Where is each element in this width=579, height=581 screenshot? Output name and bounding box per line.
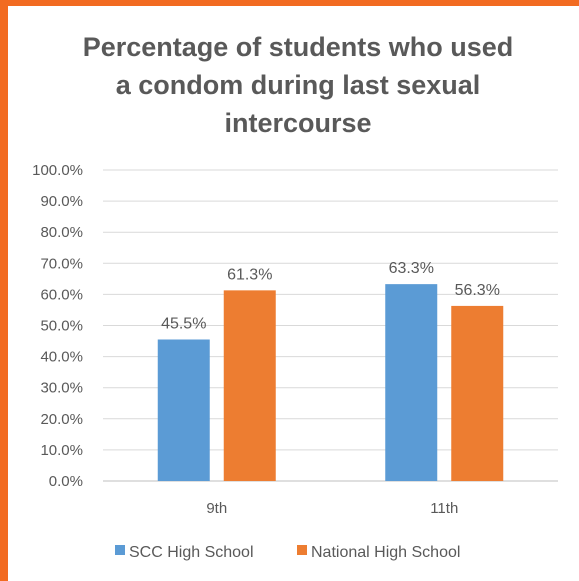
y-tick-label: 70.0% <box>40 255 83 272</box>
legend: SCC High School National High School <box>115 544 460 561</box>
x-tick-label: 9th <box>206 500 227 517</box>
y-tick-label: 60.0% <box>40 286 83 303</box>
bar-11th-scc <box>385 284 438 481</box>
y-tick-label: 30.0% <box>40 380 83 397</box>
bar-11th-national <box>451 305 504 481</box>
data-labels: 45.5% 61.3% 63.3% 56.3% <box>161 260 500 332</box>
data-label: 61.3% <box>227 266 272 283</box>
legend-label-scc: SCC High School <box>129 544 254 561</box>
x-axis-tick-labels: 9th 11th <box>206 500 458 517</box>
y-tick-label: 20.0% <box>40 411 83 428</box>
data-label: 45.5% <box>161 315 206 332</box>
chart-title-line-2: a condom during last sexual <box>116 70 481 100</box>
y-tick-label: 80.0% <box>40 224 83 241</box>
legend-swatch-national <box>297 545 307 555</box>
bar-9th-scc <box>157 339 210 481</box>
y-tick-label: 0.0% <box>49 473 83 490</box>
y-tick-label: 50.0% <box>40 318 83 335</box>
bars <box>157 284 504 481</box>
x-tick-label: 11th <box>430 500 458 517</box>
y-tick-label: 40.0% <box>40 349 83 366</box>
data-label: 56.3% <box>455 282 500 299</box>
y-axis-tick-labels: 0.0% 10.0% 20.0% 30.0% 40.0% 50.0% 60.0% 70.0% 8… <box>32 162 83 490</box>
y-tick-label: 10.0% <box>40 442 83 459</box>
y-tick-label: 90.0% <box>40 193 83 210</box>
data-label: 63.3% <box>389 260 434 277</box>
legend-label-national: National High School <box>311 544 460 561</box>
chart-title-line-3: intercourse <box>224 108 371 138</box>
chart-title-line-1: Percentage of students who used <box>83 32 514 62</box>
bar-9th-national <box>223 290 276 481</box>
legend-swatch-scc <box>115 545 125 555</box>
y-tick-label: 100.0% <box>32 162 83 179</box>
chart-title: Percentage of students who used a condom… <box>83 32 514 138</box>
